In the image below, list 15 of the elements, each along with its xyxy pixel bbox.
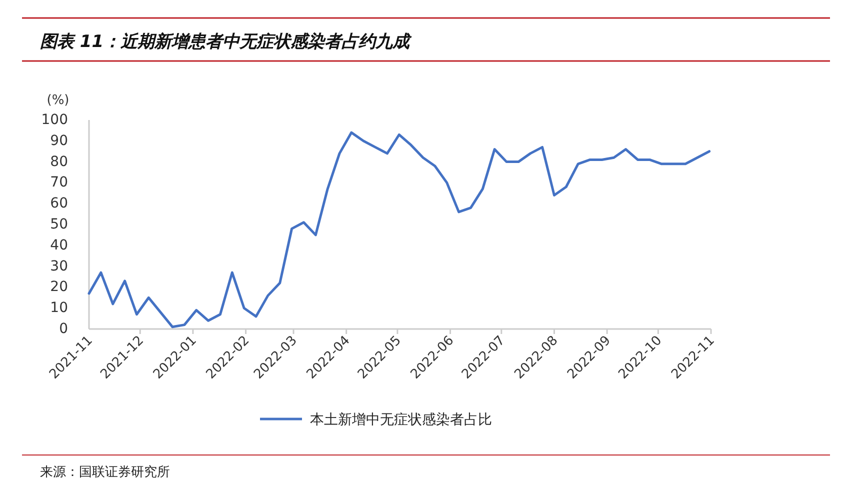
chart-title: 图表 11：近期新增患者中无症状感染者占约九成 (40, 32, 413, 52)
y-tick-label: 40 (50, 237, 68, 254)
legend-label: 本土新增中无症状感染者占比 (310, 412, 492, 428)
y-tick-label: 50 (50, 216, 68, 232)
y-tick-label: 100 (41, 112, 68, 128)
y-tick-label: 60 (50, 196, 68, 212)
y-tick-label: 80 (50, 154, 68, 170)
y-tick-label: 90 (50, 132, 68, 149)
y-tick-label: 30 (50, 258, 68, 274)
y-axis-title: (%) (46, 93, 70, 108)
y-tick-label: 20 (50, 279, 68, 296)
y-tick-label: 70 (50, 174, 68, 191)
y-tick-label: 10 (50, 300, 68, 316)
y-tick-label: 0 (59, 321, 68, 337)
source-note: 来源：国联证券研究所 (40, 465, 170, 480)
